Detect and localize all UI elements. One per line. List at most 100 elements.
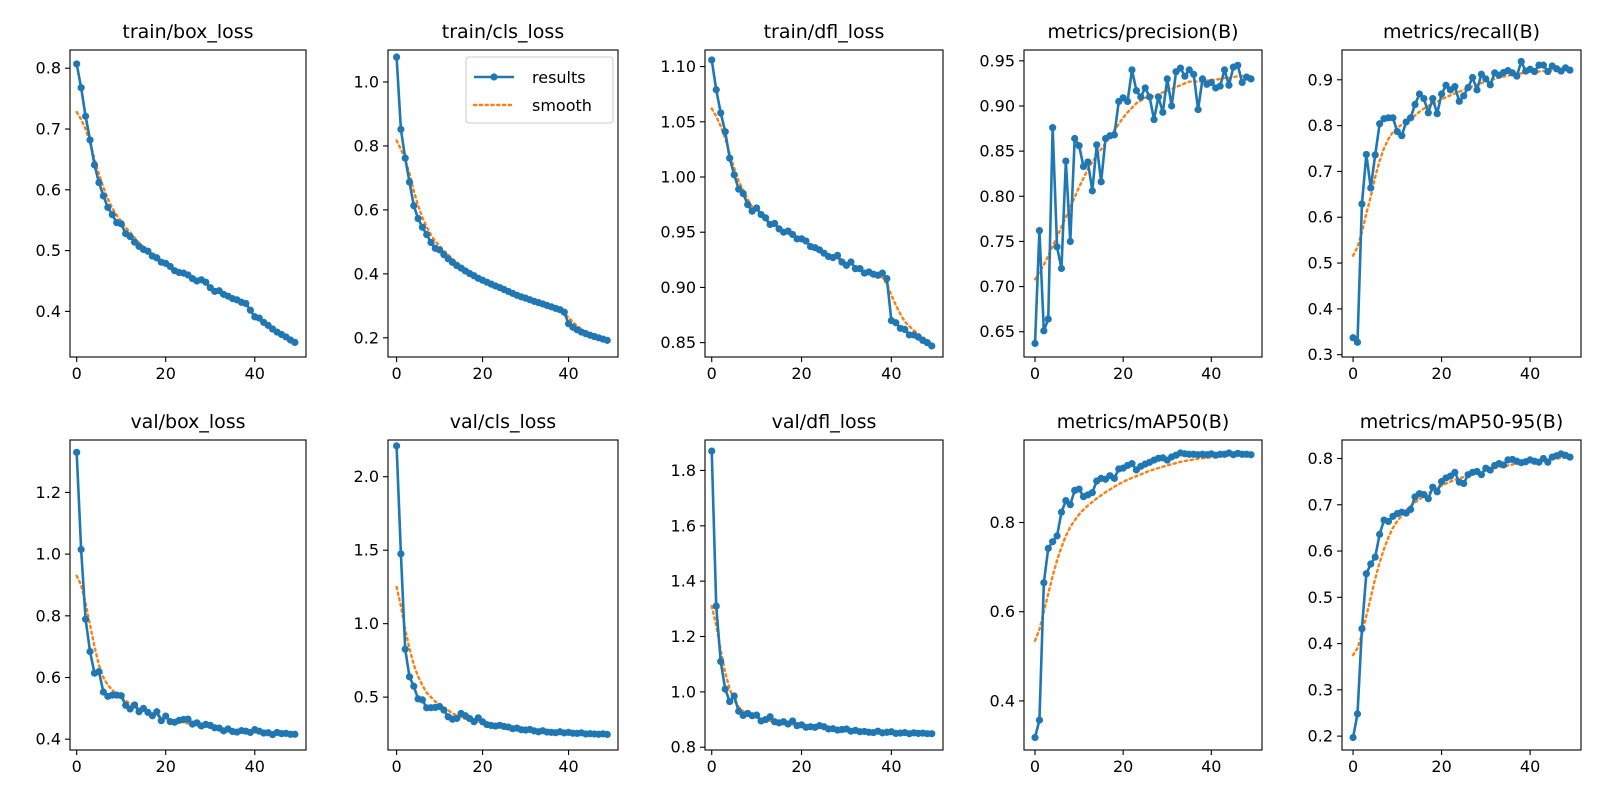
subplot-val-dfl-loss: val/dfl_loss 0 20 40 0.8 1.0 1.2 1.4 1.6 1.8 <box>671 411 944 776</box>
x-tick-label: 40 <box>1201 757 1221 776</box>
y-tick-label: 0.8 <box>1308 116 1333 135</box>
smooth-line <box>1033 453 1253 642</box>
results-point <box>405 673 414 681</box>
results-point <box>1071 134 1079 143</box>
results-line <box>75 63 296 344</box>
y-tick-label: 0.5 <box>354 688 379 707</box>
x-tick-label: 40 <box>558 364 578 383</box>
results-point <box>291 338 299 347</box>
results-point <box>1040 579 1048 587</box>
results-point <box>1544 458 1552 466</box>
y-tick-label: 0.3 <box>1308 680 1333 699</box>
y-tick-label: 1.10 <box>660 57 696 76</box>
y-tick-label: 0.8 <box>1308 449 1333 468</box>
results-point <box>928 730 936 738</box>
results-point <box>730 692 738 700</box>
y-tick-label: 0.85 <box>979 142 1015 161</box>
legend-results-marker <box>490 73 498 81</box>
results-point <box>1499 461 1508 469</box>
axes-frame <box>1341 439 1582 751</box>
results-point <box>1411 100 1419 109</box>
results-line <box>395 445 608 736</box>
results-point <box>1198 75 1207 83</box>
results-point <box>242 299 250 308</box>
results-point <box>788 230 797 239</box>
results-point <box>418 223 426 231</box>
results-point <box>1407 505 1415 514</box>
subplot-val-cls-loss: val/cls_loss 0 20 40 0.5 1.0 1.5 2.0 <box>354 411 619 776</box>
results-point <box>560 308 568 316</box>
results-point <box>1371 553 1379 561</box>
y-tick-label: 1.6 <box>671 516 696 535</box>
subplot-title: train/box_loss <box>122 21 253 43</box>
axes-frame <box>1023 49 1263 358</box>
y-tick-label: 0.75 <box>979 232 1015 251</box>
results-point <box>901 325 909 333</box>
subplot-train-box-loss: train/box_loss 0 20 40 0.4 0.5 0.6 0.7 0.8 <box>36 21 307 383</box>
y-tick-label: 0.4 <box>36 730 61 749</box>
results-point <box>255 314 263 322</box>
y-tick-label: 0.8 <box>354 136 379 155</box>
x-tick-label: 0 <box>1030 364 1040 383</box>
results-point <box>1407 114 1415 122</box>
results-point <box>153 708 161 716</box>
x-tick-label: 20 <box>791 757 811 776</box>
y-tick-label: 1.5 <box>354 541 379 560</box>
y-tick-label: 0.5 <box>1308 254 1333 273</box>
results-point <box>1031 339 1039 348</box>
results-point <box>153 254 161 262</box>
y-tick-label: 0.6 <box>990 602 1015 621</box>
results-point <box>1123 97 1132 106</box>
results-point <box>726 697 734 706</box>
results-point <box>883 274 891 283</box>
results-point <box>739 189 747 198</box>
y-tick-label: 0.8 <box>36 59 61 78</box>
y-tick-label: 0.6 <box>36 180 61 199</box>
y-tick-label: 0.7 <box>1308 162 1333 181</box>
results-point <box>117 220 125 228</box>
results-point <box>1053 243 1061 251</box>
y-tick-label: 0.6 <box>354 200 379 219</box>
results-point <box>1473 86 1481 94</box>
results-point <box>1097 178 1105 186</box>
x-tick-label: 20 <box>1113 364 1133 383</box>
results-point <box>1084 158 1092 166</box>
results-point <box>1194 105 1202 114</box>
results-point <box>77 84 85 92</box>
x-tick-label: 0 <box>707 364 717 383</box>
y-tick-label: 0.5 <box>36 241 61 260</box>
results-point <box>1066 501 1074 509</box>
results-point <box>1062 157 1070 165</box>
results-point <box>928 342 936 350</box>
axes-frame <box>387 439 619 751</box>
results-point <box>108 211 116 219</box>
y-tick-label: 0.4 <box>1308 299 1333 318</box>
subplot-train-cls-loss: train/cls_loss 0 20 40 0.2 0.4 0.6 0.8 1.0 result… <box>354 21 619 383</box>
subplot-metrics-recall-b-: metrics/recall(B) 0 20 40 0.3 0.4 0.5 0.6 0.7 0.8… <box>1308 21 1582 383</box>
axes-frame <box>704 49 944 358</box>
results-point <box>144 247 152 255</box>
results-point <box>410 682 418 690</box>
results-point <box>1163 75 1171 83</box>
y-tick-label: 0.4 <box>354 264 379 283</box>
x-tick-label: 20 <box>156 757 176 776</box>
smooth-line <box>710 107 933 345</box>
results-point <box>802 237 810 245</box>
results-point <box>130 238 139 246</box>
results-point <box>392 442 401 450</box>
results-point <box>708 56 716 64</box>
results-point <box>717 657 725 666</box>
results-point <box>1384 517 1393 526</box>
results-point <box>788 717 797 725</box>
legend: results smooth <box>465 56 614 124</box>
results-point <box>1389 114 1397 122</box>
results-point <box>1132 87 1140 95</box>
results-point <box>246 306 254 314</box>
results-point <box>99 192 107 200</box>
smooth-line <box>395 585 609 736</box>
results-point <box>401 645 409 653</box>
results-point <box>1159 108 1167 116</box>
legend-results-label: results <box>532 68 586 87</box>
results-point <box>1433 110 1441 118</box>
